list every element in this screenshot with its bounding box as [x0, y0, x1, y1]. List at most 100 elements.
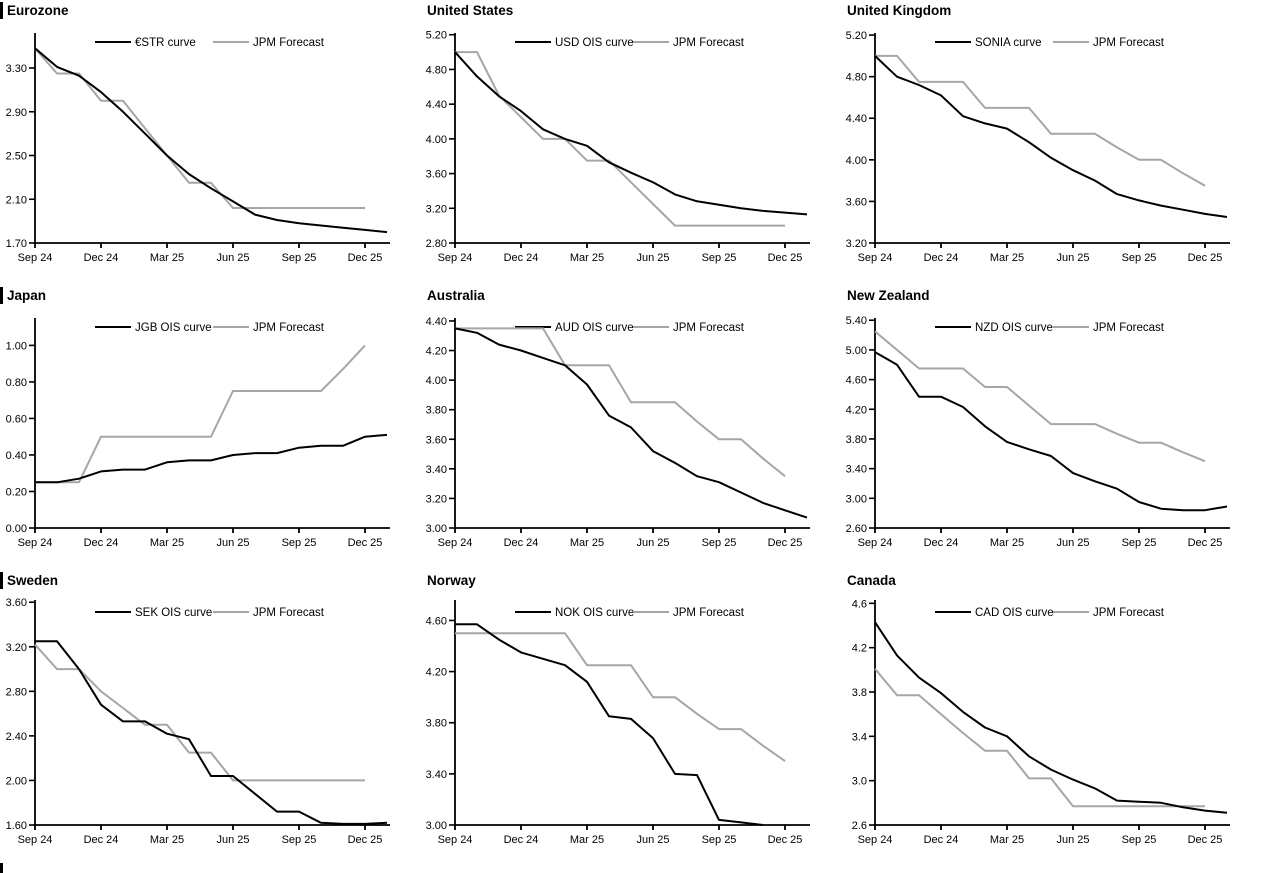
chart-title: United States	[427, 3, 514, 18]
chart-title: Canada	[847, 573, 896, 588]
chart-title-row: Norway	[420, 570, 840, 594]
x-axis-tick-label: Sep 24	[438, 537, 473, 549]
chart-cell-eurozone: Eurozone 1.70 2.10 2.50 2.90 3.30 Sep 24 Dec 24…	[0, 0, 420, 285]
chart-title-row: United Kingdom	[840, 0, 1264, 24]
y-axis-tick-label: 4.00	[426, 375, 447, 387]
chart-title-row: Eurozone	[0, 0, 420, 24]
y-axis-tick-label: 4.60	[426, 615, 447, 627]
chart-title: Eurozone	[7, 3, 69, 18]
chart-title: Japan	[7, 288, 47, 303]
y-axis-tick-label: 3.20	[426, 493, 447, 505]
x-axis-tick-label: Dec 24	[504, 252, 539, 264]
x-axis-tick-label: Dec 25	[768, 537, 803, 549]
series-line-forecast-japan	[35, 344, 366, 484]
y-axis-tick-label: 2.80	[426, 238, 447, 250]
y-axis-tick-label: 3.0	[852, 776, 867, 788]
y-axis-tick-label: 3.80	[426, 405, 447, 417]
section-marker-bar	[0, 2, 3, 19]
chart-cell-united-kingdom: United Kingdom 3.20 3.60 4.00 4.40 4.80 5.20 Se…	[840, 0, 1264, 285]
series-line-forecast-united-states	[455, 51, 785, 227]
legend-label-dark: JGB OIS curve	[135, 322, 212, 334]
y-axis-tick-label: 3.20	[846, 238, 867, 250]
y-axis-tick-label: 4.2	[852, 643, 867, 655]
legend-label-gray: JPM Forecast	[253, 322, 325, 334]
y-axis-tick-label: 2.00	[6, 775, 27, 787]
x-axis-tick-label: Mar 25	[570, 252, 604, 264]
y-axis-tick-label: 4.80	[426, 64, 447, 76]
chart-canvas-new-zealand: 2.60 3.00 3.40 3.80 4.20 4.60 5.00 5.40 Sep 24 De…	[846, 315, 1230, 549]
x-axis-tick-label: Jun 25	[636, 537, 669, 549]
y-axis-tick-label: 3.60	[6, 597, 27, 609]
y-axis-tick-label: 1.70	[6, 238, 27, 250]
y-axis-tick-label: 3.80	[846, 434, 867, 446]
series-line-forecast-eurozone	[34, 47, 365, 209]
y-axis-tick-label: 0.60	[6, 413, 27, 425]
x-axis-tick-label: Sep 24	[858, 252, 893, 264]
chart-cell-sweden: Sweden 1.60 2.00 2.40 2.80 3.20 3.60 Sep 24 Dec …	[0, 570, 420, 873]
series-line-ois-eurozone	[34, 47, 388, 234]
x-axis-tick-label: Sep 25	[702, 537, 737, 549]
chart-canvas-australia: 3.00 3.20 3.40 3.60 3.80 4.00 4.20 4.40 Sep 24 De…	[426, 316, 810, 549]
y-axis-tick-label: 4.40	[426, 99, 447, 111]
x-axis-tick-label: Dec 24	[504, 537, 539, 549]
x-axis-tick-label: Sep 25	[282, 252, 317, 264]
y-axis-tick-label: 3.00	[846, 493, 867, 505]
y-axis-tick-label: 3.40	[846, 464, 867, 476]
y-axis-tick-label: 4.60	[846, 375, 867, 387]
y-axis-tick-label: 3.60	[426, 434, 447, 446]
series-line-forecast-united-kingdom	[875, 54, 1206, 187]
x-axis-tick-label: Dec 24	[84, 252, 119, 264]
page-bottom-marker	[0, 863, 3, 873]
legend-label-gray: JPM Forecast	[253, 607, 325, 619]
legend-label-dark: USD OIS curve	[555, 37, 634, 49]
chart-canvas-norway: 3.00 3.40 3.80 4.20 4.60 Sep 24 Dec 24 Mar 25 Ju…	[426, 600, 810, 846]
y-axis-tick-label: 4.20	[426, 667, 447, 679]
legend-label-gray: JPM Forecast	[253, 37, 325, 49]
chart-cell-norway: Norway 3.00 3.40 3.80 4.20 4.60 Sep 24 Dec 24 Ma…	[420, 570, 840, 873]
y-axis-tick-label: 1.00	[6, 340, 27, 352]
x-axis-tick-label: Dec 25	[768, 834, 803, 846]
chart-title: United Kingdom	[847, 3, 952, 18]
chart-title-row: Australia	[420, 285, 840, 309]
y-axis-tick-label: 3.8	[852, 687, 867, 699]
y-axis-tick-label: 2.40	[6, 731, 27, 743]
x-axis-tick-label: Sep 24	[438, 834, 473, 846]
x-axis-tick-label: Jun 25	[216, 252, 249, 264]
y-axis-tick-label: 3.40	[426, 464, 447, 476]
x-axis-tick-label: Jun 25	[216, 537, 249, 549]
legend-label-dark: CAD OIS curve	[975, 607, 1054, 619]
series-line-forecast-norway	[455, 632, 786, 762]
y-axis-tick-label: 3.4	[852, 731, 867, 743]
chart-cell-japan: Japan 0.00 0.20 0.40 0.60 0.80 1.00 Sep 24 Dec 2…	[0, 285, 420, 570]
chart-title-row: New Zealand	[840, 285, 1264, 309]
chart-canvas-eurozone: 1.70 2.10 2.50 2.90 3.30 Sep 24 Dec 24 Mar 25 Ju…	[6, 33, 390, 264]
y-axis-tick-label: 4.40	[426, 316, 447, 328]
section-marker-bar	[0, 572, 3, 589]
series-line-ois-australia	[454, 327, 808, 519]
chart-cell-canada: Canada 2.6 3.0 3.4 3.8 4.2 4.6 Sep 24 Dec 24 Mar …	[840, 570, 1264, 873]
series-line-forecast-new-zealand	[874, 330, 1206, 463]
series-line-ois-canada	[874, 621, 1228, 814]
chart-title: Australia	[427, 288, 485, 303]
x-axis-tick-label: Dec 24	[84, 834, 119, 846]
y-axis-tick-label: 3.30	[6, 63, 27, 75]
series-line-forecast-canada	[874, 668, 1205, 808]
section-marker-bar	[0, 287, 3, 304]
x-axis-tick-label: Jun 25	[1056, 252, 1089, 264]
chart-title-row: Japan	[0, 285, 420, 309]
y-axis-tick-label: 4.00	[426, 134, 447, 146]
x-axis-tick-label: Dec 25	[348, 834, 383, 846]
x-axis-tick-label: Dec 24	[924, 537, 959, 549]
y-axis-tick-label: 3.00	[426, 523, 447, 535]
legend-label-dark: SEK OIS curve	[135, 607, 212, 619]
series-line-forecast-sweden	[34, 643, 365, 782]
chart-canvas-japan: 0.00 0.20 0.40 0.60 0.80 1.00 Sep 24 Dec 24 Mar …	[6, 318, 390, 549]
x-axis-tick-label: Sep 24	[438, 252, 473, 264]
series-line-ois-norway	[455, 623, 764, 826]
chart-canvas-sweden: 1.60 2.00 2.40 2.80 3.20 3.60 Sep 24 Dec 24 Mar …	[6, 597, 390, 846]
y-axis-tick-label: 3.20	[426, 203, 447, 215]
x-axis-tick-label: Jun 25	[1056, 834, 1089, 846]
x-axis-tick-label: Dec 25	[348, 252, 383, 264]
chart-title-row: Sweden	[0, 570, 420, 594]
